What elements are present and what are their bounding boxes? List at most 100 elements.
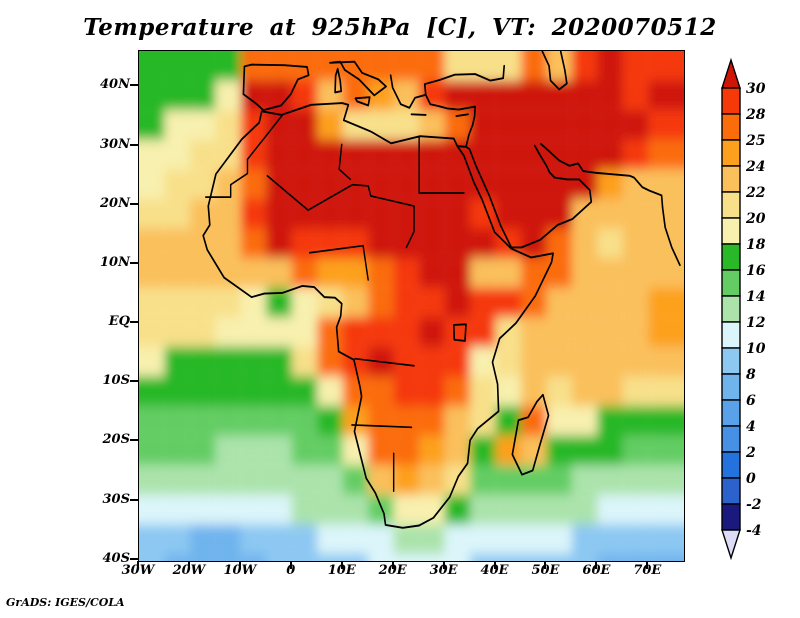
heatmap-cell bbox=[215, 524, 241, 554]
heatmap-cell bbox=[164, 435, 190, 466]
heatmap-cell bbox=[470, 553, 496, 561]
x-axis-tick bbox=[595, 561, 598, 569]
heatmap-cell bbox=[597, 376, 623, 406]
heatmap-cell bbox=[266, 258, 292, 288]
heatmap-cell bbox=[291, 110, 318, 140]
y-axis-tick-label: 30N bbox=[100, 136, 130, 152]
heatmap-cell bbox=[622, 169, 649, 199]
y-axis-tick bbox=[130, 557, 138, 560]
heatmap-cell bbox=[291, 287, 318, 318]
heatmap-cell bbox=[342, 198, 369, 229]
heatmap-cell bbox=[546, 317, 572, 347]
y-axis-tick-label: 40N bbox=[100, 77, 130, 93]
heatmap-cell bbox=[521, 287, 547, 318]
heatmap-cell bbox=[164, 553, 190, 561]
heatmap-cell bbox=[444, 198, 471, 229]
heatmap-cell bbox=[164, 228, 190, 259]
heatmap-cell bbox=[342, 139, 369, 170]
heatmap-cell bbox=[215, 465, 241, 495]
heatmap-cell bbox=[215, 287, 241, 318]
heatmap-cell bbox=[215, 80, 241, 111]
heatmap-cell bbox=[622, 110, 649, 140]
sicily-coastline bbox=[354, 96, 371, 107]
y-axis-tick bbox=[130, 321, 138, 324]
heatmap-cell bbox=[521, 169, 547, 199]
heatmap-cell bbox=[546, 524, 572, 554]
heatmap-cell bbox=[444, 51, 471, 81]
heatmap-cell bbox=[189, 287, 216, 318]
heatmap-cell bbox=[189, 198, 216, 229]
heatmap-cell bbox=[266, 228, 292, 259]
heatmap-cell bbox=[495, 553, 522, 561]
heatmap-cell bbox=[521, 198, 547, 229]
heatmap-cell bbox=[495, 435, 522, 466]
colorbar-tick-label: 24 bbox=[745, 159, 765, 175]
heatmap-cell bbox=[393, 524, 420, 554]
colorbar-tick-label: 10 bbox=[746, 341, 766, 357]
x-axis-tick bbox=[646, 561, 649, 569]
heatmap-cell bbox=[622, 258, 649, 288]
heatmap-cell bbox=[164, 51, 190, 81]
x-axis-tick bbox=[544, 561, 547, 569]
heatmap-cell bbox=[342, 287, 369, 318]
heatmap-cell bbox=[597, 198, 623, 229]
heatmap-cell bbox=[419, 317, 445, 347]
x-axis-tick bbox=[442, 561, 445, 569]
colorbar-segment bbox=[721, 217, 741, 245]
heatmap-cell bbox=[521, 376, 547, 406]
heatmap-cell bbox=[444, 258, 471, 288]
x-axis-tick-label: 10E bbox=[327, 563, 356, 578]
iberia-coastline bbox=[242, 63, 310, 112]
heatmap-cell bbox=[648, 51, 684, 81]
heatmap-cell bbox=[495, 376, 522, 406]
heatmap-cell bbox=[546, 405, 572, 436]
colorbar-tick-label: 30 bbox=[746, 81, 766, 97]
heatmap-cell bbox=[189, 228, 216, 259]
x-axis-tick-label: 70E bbox=[633, 563, 662, 578]
colorbar-segment bbox=[721, 87, 741, 115]
heatmap-cell bbox=[495, 51, 522, 81]
heatmap-cell bbox=[393, 435, 420, 466]
iran-india-coastline bbox=[540, 142, 681, 267]
heatmap-cell bbox=[266, 494, 292, 525]
colorbar-tick-label: 0 bbox=[746, 471, 756, 487]
heatmap-cell bbox=[648, 524, 684, 554]
heatmap-cell bbox=[266, 346, 292, 377]
y-axis-tick bbox=[130, 261, 138, 264]
colorbar-tick-label: 14 bbox=[746, 289, 765, 305]
x-axis-tick-label: 20W bbox=[172, 563, 206, 578]
heatmap-cell bbox=[139, 80, 165, 111]
heatmap-cell bbox=[470, 228, 496, 259]
heatmap-cell bbox=[164, 405, 190, 436]
colorbar-tick-label: -2 bbox=[746, 497, 762, 513]
heatmap-cell bbox=[470, 376, 496, 406]
heatmap-cell bbox=[342, 524, 369, 554]
heatmap-cell bbox=[139, 169, 165, 199]
x-axis-tick-label: 0 bbox=[286, 563, 296, 578]
heatmap-cell bbox=[317, 376, 343, 406]
y-axis-tick-label: 20S bbox=[102, 432, 130, 448]
heatmap-cell bbox=[215, 346, 241, 377]
heatmap-cell bbox=[164, 139, 190, 170]
heatmap-cell bbox=[342, 376, 369, 406]
heatmap-cell bbox=[546, 110, 572, 140]
heatmap-cell bbox=[291, 258, 318, 288]
heatmap-cell bbox=[546, 258, 572, 288]
heatmap-cell bbox=[164, 346, 190, 377]
heatmap-cell bbox=[215, 139, 241, 170]
colorbar-segment bbox=[721, 165, 741, 193]
heatmap-cell bbox=[291, 346, 318, 377]
heatmap-cell bbox=[368, 405, 394, 436]
heatmap-cell bbox=[240, 405, 267, 436]
heatmap-cell bbox=[419, 465, 445, 495]
heatmap-cell bbox=[521, 258, 547, 288]
heatmap-cell bbox=[648, 553, 684, 561]
heatmap-cell bbox=[546, 553, 572, 561]
heatmap-cell bbox=[240, 465, 267, 495]
heatmap-cell bbox=[266, 198, 292, 229]
heatmap-cell bbox=[317, 258, 343, 288]
greece-coastline bbox=[389, 74, 441, 109]
heatmap-cell bbox=[495, 258, 522, 288]
heatmap-cell bbox=[393, 494, 420, 525]
